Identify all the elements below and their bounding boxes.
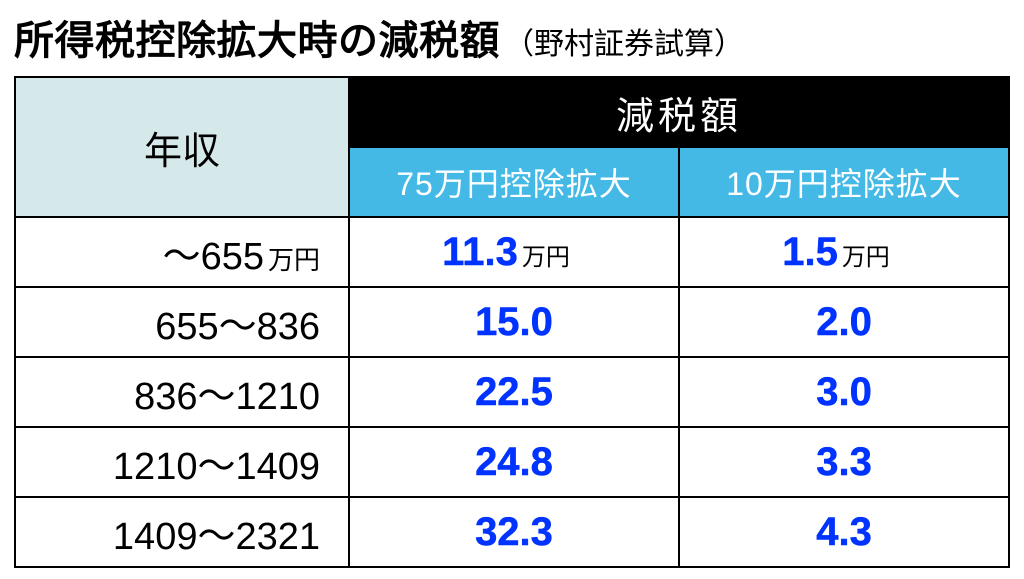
value-10: 1.5 <box>782 230 838 274</box>
cell-value-10: 3.0 <box>679 357 1009 427</box>
value-75: 11.3 <box>442 230 518 274</box>
header-sub-10: 10万円控除拡大 <box>679 147 1009 217</box>
header-row-1: 年収 減税額 <box>15 77 1009 147</box>
cell-value-10: 4.3 <box>679 497 1009 567</box>
income-value: ～655 <box>163 236 264 278</box>
cell-income: ～655万円 <box>15 217 349 287</box>
cell-value-10: 2.0 <box>679 287 1009 357</box>
cell-income: 1210～1409 <box>15 427 349 497</box>
value-10: 3.3 <box>816 440 872 484</box>
income-unit: 万円 <box>268 245 320 275</box>
chart-title: 所得税控除拡大時の減税額 （野村証券試算） <box>14 8 1010 66</box>
value-75: 15.0 <box>475 300 553 344</box>
value-75: 24.8 <box>475 440 553 484</box>
header-income: 年収 <box>15 77 349 217</box>
value-75: 22.5 <box>475 370 553 414</box>
income-value: 1409～2321 <box>113 516 320 558</box>
title-main: 所得税控除拡大時の減税額 <box>14 8 500 66</box>
value-unit: 万円 <box>522 244 570 271</box>
value-75: 32.3 <box>475 510 553 554</box>
value-10: 2.0 <box>816 300 872 344</box>
title-sub: （野村証券試算） <box>504 19 744 63</box>
header-sub-75: 75万円控除拡大 <box>349 147 679 217</box>
value-10: 3.0 <box>816 370 872 414</box>
cell-income: 655～836 <box>15 287 349 357</box>
cell-value-75: 15.0 <box>349 287 679 357</box>
value-unit: 万円 <box>842 244 890 271</box>
table-row: 836～1210 22.5 3.0 <box>15 357 1009 427</box>
table-row: 1210～1409 24.8 3.3 <box>15 427 1009 497</box>
table-body: ～655万円11.3万円1.5万円655～83615.02.0836～12102… <box>15 217 1009 567</box>
income-value: 1210～1409 <box>113 446 320 488</box>
cell-value-75: 22.5 <box>349 357 679 427</box>
cell-income: 836～1210 <box>15 357 349 427</box>
cell-value-10: 1.5万円 <box>679 217 1009 287</box>
table-row: ～655万円11.3万円1.5万円 <box>15 217 1009 287</box>
income-value: 655～836 <box>155 306 320 348</box>
cell-value-75: 32.3 <box>349 497 679 567</box>
header-group: 減税額 <box>349 77 1009 147</box>
tax-reduction-table: 年収 減税額 75万円控除拡大 10万円控除拡大 ～655万円11.3万円1.5… <box>14 76 1010 568</box>
table-row: 655～836 15.0 2.0 <box>15 287 1009 357</box>
income-value: 836～1210 <box>134 376 320 418</box>
value-10: 4.3 <box>816 510 872 554</box>
cell-income: 1409～2321 <box>15 497 349 567</box>
cell-value-75: 11.3万円 <box>349 217 679 287</box>
table-row: 1409～2321 32.3 4.3 <box>15 497 1009 567</box>
cell-value-75: 24.8 <box>349 427 679 497</box>
cell-value-10: 3.3 <box>679 427 1009 497</box>
